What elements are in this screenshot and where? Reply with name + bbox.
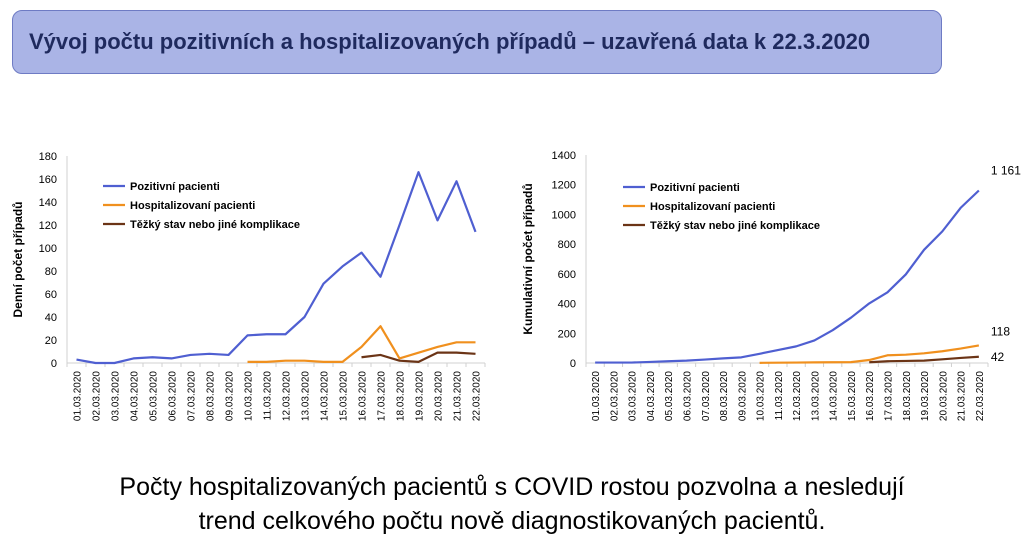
x-tick-label: 08.03.2020 (719, 371, 730, 421)
daily-cases-chart: 0 20 40 60 80 100 120 140 160 180 Denní počet příp… (11, 151, 486, 421)
series-line-2 (759, 344, 980, 364)
y-tick-label: 60 (45, 289, 57, 301)
x-tick-label: 05.03.2020 (664, 371, 675, 421)
y-tick-label: 800 (558, 239, 576, 251)
x-tick-label: 12.03.2020 (282, 371, 293, 421)
title-banner: Vývoj počtu pozitivních a hospitalizovan… (12, 10, 942, 74)
x-tick-label: 21.03.2020 (453, 371, 464, 421)
legend-label: Pozitivní pacienti (130, 181, 220, 193)
series-line-3 (869, 355, 979, 364)
y-tick-label: 180 (39, 151, 57, 163)
y-tick-label: 200 (558, 328, 576, 340)
x-tick-label: 02.03.2020 (609, 371, 620, 421)
series-line-3 (361, 351, 476, 363)
x-tick-label: 13.03.2020 (301, 371, 312, 421)
legend-label: Hospitalizovaní pacienti (130, 200, 255, 212)
y-tick-label: 20 (45, 335, 57, 347)
x-tick-label: 01.03.2020 (591, 371, 602, 421)
y-axis-title: Kumulativní počet případů (521, 183, 535, 334)
x-tick-label: 04.03.2020 (646, 371, 657, 421)
y-tick-label: 100 (39, 243, 57, 255)
y-tick-label: 1000 (552, 209, 576, 221)
x-tick-label: 14.03.2020 (320, 371, 331, 421)
x-tick-label: 09.03.2020 (737, 371, 748, 421)
slide-title: Vývoj počtu pozitivních a hospitalizovan… (29, 29, 871, 54)
x-tick-label: 16.03.2020 (865, 371, 876, 421)
slide-caption: Počty hospitalizovaných pacientů s COVID… (0, 470, 1024, 538)
x-tick-label: 03.03.2020 (628, 371, 639, 421)
data-label: 1 161 (991, 164, 1021, 178)
series-line-1 (76, 171, 477, 365)
x-tick-label: 22.03.2020 (472, 371, 483, 421)
y-tick-label: 140 (39, 197, 57, 209)
y-axis-title: Denní počet případů (11, 201, 25, 317)
caption-line-2: trend celkového počtu nově diagnostikova… (198, 507, 826, 535)
x-tick-label: 05.03.2020 (149, 371, 160, 421)
series-line-2 (247, 325, 476, 363)
x-tick-label: 17.03.2020 (377, 371, 388, 421)
x-tick-label: 13.03.2020 (810, 371, 821, 421)
x-tick-label: 20.03.2020 (938, 371, 949, 421)
x-tick-label: 07.03.2020 (187, 371, 198, 421)
y-tick-label: 40 (45, 312, 57, 324)
x-tick-label: 16.03.2020 (358, 371, 369, 421)
x-tick-label: 15.03.2020 (847, 371, 858, 421)
cumulative-cases-chart: 0 200 400 600 800 1000 1200 1400 Kumulativní poč… (521, 150, 1021, 421)
x-tick-label: 11.03.2020 (263, 371, 274, 421)
caption-line-1: Počty hospitalizovaných pacientů s COVID… (119, 473, 905, 501)
series-line-1 (595, 189, 980, 364)
y-tick-label: 600 (558, 269, 576, 281)
y-tick-label: 1400 (552, 150, 576, 162)
y-tick-label: 400 (558, 299, 576, 311)
legend-label: Těžký stav nebo jiné komplikace (130, 219, 300, 231)
legend-label: Hospitalizovaní pacienti (650, 201, 775, 213)
x-tick-label: 18.03.2020 (902, 371, 913, 421)
x-tick-label: 21.03.2020 (957, 371, 968, 421)
y-tick-label: 0 (570, 358, 576, 370)
x-tick-label: 10.03.2020 (756, 371, 767, 421)
x-tick-label: 06.03.2020 (683, 371, 694, 421)
x-tick-label: 12.03.2020 (792, 371, 803, 421)
x-tick-label: 03.03.2020 (111, 371, 122, 421)
legend-label: Pozitivní pacienti (650, 182, 740, 194)
y-tick-label: 0 (51, 358, 57, 370)
x-tick-label: 06.03.2020 (168, 371, 179, 421)
x-tick-label: 04.03.2020 (130, 371, 141, 421)
x-tick-label: 09.03.2020 (225, 371, 236, 421)
x-tick-label: 15.03.2020 (339, 371, 350, 421)
data-label: 42 (991, 350, 1005, 364)
x-tick-label: 14.03.2020 (829, 371, 840, 421)
y-tick-label: 1200 (552, 180, 576, 192)
x-tick-label: 18.03.2020 (396, 371, 407, 421)
x-tick-label: 01.03.2020 (73, 371, 84, 421)
x-tick-label: 19.03.2020 (415, 371, 426, 421)
x-tick-label: 10.03.2020 (244, 371, 255, 421)
x-tick-label: 22.03.2020 (975, 371, 986, 421)
x-tick-label: 08.03.2020 (206, 371, 217, 421)
x-tick-label: 07.03.2020 (701, 371, 712, 421)
y-tick-label: 80 (45, 266, 57, 278)
legend-label: Těžký stav nebo jiné komplikace (650, 220, 820, 232)
x-tick-label: 11.03.2020 (774, 371, 785, 421)
y-tick-label: 160 (39, 174, 57, 186)
data-label: 118 (991, 324, 1010, 338)
x-tick-label: 17.03.2020 (884, 371, 895, 421)
x-tick-label: 19.03.2020 (920, 371, 931, 421)
x-tick-label: 02.03.2020 (92, 371, 103, 421)
x-tick-label: 20.03.2020 (434, 371, 445, 421)
y-tick-label: 120 (39, 220, 57, 232)
